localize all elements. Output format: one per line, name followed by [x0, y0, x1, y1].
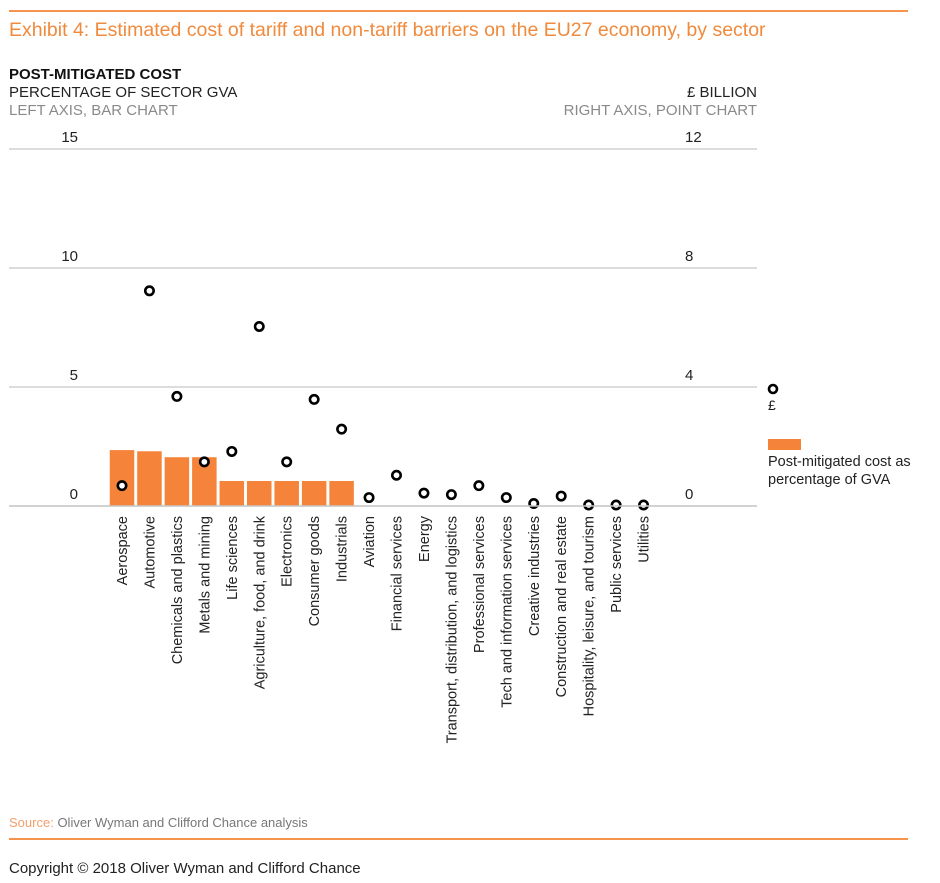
left-tick-label: 5	[70, 367, 78, 384]
left-tick-label: 10	[61, 248, 78, 265]
data-point	[281, 456, 293, 468]
bar	[274, 481, 299, 506]
data-point	[555, 490, 567, 502]
chart-area: 0 5 10 15 0 4 8 12 Aerospace Automotive Chemical…	[9, 129, 779, 744]
legend-point-label: £	[768, 397, 776, 413]
category-label: Financial services	[390, 516, 406, 631]
right-axis-note: RIGHT AXIS, POINT CHART	[563, 102, 757, 119]
category-labels: Aerospace Automotive Chemicals and plastic…	[115, 515, 653, 743]
data-point	[638, 499, 650, 511]
category-label: Aerospace	[115, 516, 131, 585]
category-label: Electronics	[280, 516, 296, 587]
data-point	[610, 499, 622, 511]
data-point	[500, 492, 512, 504]
bar	[137, 451, 162, 506]
category-label: Tech and information services	[499, 516, 515, 708]
data-point	[336, 423, 348, 435]
data-point	[418, 487, 430, 499]
left-axis-ticks: 0 5 10 15	[61, 129, 78, 503]
bar	[109, 450, 135, 506]
category-label: Creative industries	[527, 516, 543, 636]
data-point	[445, 489, 457, 501]
data-point	[253, 320, 265, 332]
left-tick-label: 15	[61, 129, 78, 146]
right-tick-label: 12	[685, 129, 702, 146]
point-series	[116, 285, 650, 511]
left-axis-subtitle: PERCENTAGE OF SECTOR GVA	[9, 84, 238, 101]
source-note: Source: Oliver Wyman and Clifford Chance…	[9, 815, 308, 830]
bar-series	[109, 450, 354, 506]
category-label: Consumer goods	[307, 516, 323, 626]
legend-bar-label: Post-mitigated cost as percentage of GVA	[768, 454, 911, 488]
bar	[247, 481, 272, 506]
data-point	[171, 390, 183, 402]
data-point	[198, 456, 210, 468]
category-label: Public services	[609, 516, 625, 613]
bar	[164, 457, 190, 506]
legend-point-marker	[767, 383, 779, 395]
copyright: Copyright © 2018 Oliver Wyman and Cliffo…	[9, 860, 361, 877]
bar	[219, 481, 245, 506]
data-point	[308, 393, 320, 405]
category-label: Agriculture, food, and drink	[252, 515, 268, 689]
legend-point-icon	[767, 383, 779, 395]
right-tick-label: 4	[685, 367, 693, 384]
top-rule	[9, 10, 908, 12]
right-tick-label: 0	[685, 486, 693, 503]
data-point	[583, 499, 595, 511]
category-label: Hospitality, leisure, and tourism	[582, 516, 598, 716]
category-label: Chemicals and plastics	[170, 516, 186, 664]
data-point	[143, 285, 155, 297]
data-point	[390, 469, 402, 481]
bar	[329, 481, 354, 506]
category-label: Industrials	[335, 516, 351, 582]
category-label: Life sciences	[225, 516, 241, 600]
left-tick-label: 0	[70, 486, 78, 503]
category-label: Construction and real estate	[554, 516, 570, 697]
right-tick-label: 8	[685, 248, 693, 265]
data-point	[116, 480, 128, 492]
right-axis-ticks: 0 4 8 12	[685, 129, 702, 503]
data-point	[363, 492, 375, 504]
chart-title: Exhibit 4: Estimated cost of tariff and …	[9, 19, 766, 41]
category-label: Automotive	[142, 516, 158, 589]
category-label: Energy	[417, 515, 433, 562]
source-text: Oliver Wyman and Clifford Chance analysi…	[57, 815, 308, 830]
source-label: Source:	[9, 815, 54, 830]
bottom-rule	[9, 838, 908, 840]
data-point	[473, 480, 485, 492]
category-label: Professional services	[472, 516, 488, 653]
left-axis-note: LEFT AXIS, BAR CHART	[9, 102, 178, 119]
left-axis-title: POST-MITIGATED COST	[9, 66, 182, 83]
data-point	[226, 445, 238, 457]
category-label: Metals and mining	[197, 516, 213, 634]
category-label: Aviation	[362, 516, 378, 567]
category-label: Transport, distribution, and logistics	[444, 516, 460, 744]
legend-bar-swatch	[768, 439, 801, 450]
bar	[301, 481, 327, 506]
right-axis-title: £ BILLION	[686, 84, 757, 101]
category-label: Utilities	[637, 516, 653, 563]
